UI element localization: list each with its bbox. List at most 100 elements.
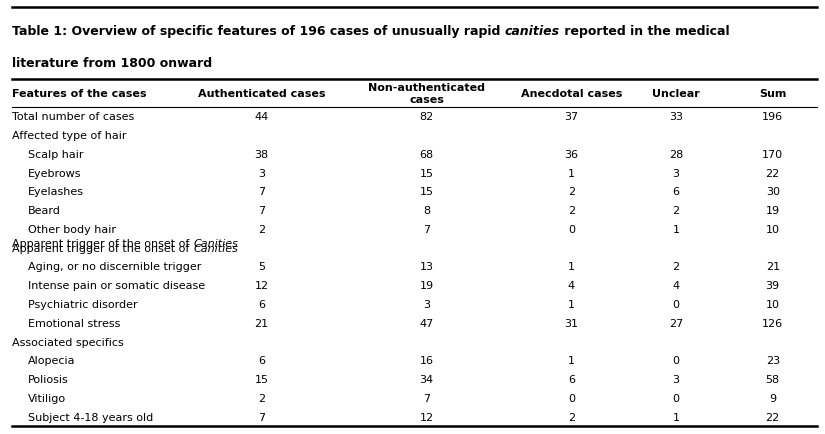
Text: 15: 15: [420, 187, 434, 197]
Text: 19: 19: [420, 281, 434, 291]
Text: 19: 19: [766, 206, 780, 216]
Text: 30: 30: [766, 187, 780, 197]
Text: 3: 3: [258, 168, 265, 178]
Text: 16: 16: [420, 355, 434, 365]
Text: Scalp hair: Scalp hair: [27, 150, 83, 160]
Text: 0: 0: [672, 299, 680, 309]
Text: 2: 2: [568, 206, 575, 216]
Text: 0: 0: [568, 393, 575, 403]
Text: 33: 33: [669, 112, 683, 122]
Text: Associated specifics: Associated specifics: [12, 337, 125, 347]
Text: 34: 34: [420, 374, 434, 384]
Text: 13: 13: [420, 262, 434, 272]
Text: 15: 15: [420, 168, 434, 178]
Text: 1: 1: [568, 299, 575, 309]
Text: Poliosis: Poliosis: [27, 374, 68, 384]
Text: 0: 0: [568, 224, 575, 234]
Text: Subject 4-18 years old: Subject 4-18 years old: [27, 412, 153, 422]
Text: 10: 10: [766, 299, 780, 309]
Text: Sum: Sum: [759, 89, 786, 99]
Text: 21: 21: [766, 262, 780, 272]
Text: Eyebrows: Eyebrows: [27, 168, 81, 178]
Text: 196: 196: [762, 112, 783, 122]
Text: 3: 3: [672, 374, 680, 384]
Text: literature from 1800 onward: literature from 1800 onward: [12, 57, 212, 70]
Text: Emotional stress: Emotional stress: [27, 318, 120, 328]
Text: 6: 6: [258, 355, 265, 365]
Text: 2: 2: [258, 393, 265, 403]
Text: 2: 2: [672, 206, 680, 216]
Text: 36: 36: [564, 150, 578, 160]
Text: Canities: Canities: [193, 243, 238, 253]
Text: 1: 1: [672, 224, 680, 234]
Text: 22: 22: [766, 412, 780, 422]
Text: Vitiligo: Vitiligo: [27, 393, 66, 403]
Text: 7: 7: [423, 224, 430, 234]
Text: 8: 8: [423, 206, 430, 216]
Text: Affected type of hair: Affected type of hair: [12, 131, 127, 141]
Text: 3: 3: [672, 168, 680, 178]
Text: 7: 7: [258, 412, 265, 422]
Text: 12: 12: [420, 412, 434, 422]
Text: 44: 44: [254, 112, 269, 122]
Text: 170: 170: [762, 150, 783, 160]
Text: 10: 10: [766, 224, 780, 234]
Text: Table 1: Overview of specific features of 196 cases of unusually rapid: Table 1: Overview of specific features o…: [12, 25, 505, 38]
Text: 22: 22: [766, 168, 780, 178]
Text: Psychiatric disorder: Psychiatric disorder: [27, 299, 137, 309]
Text: 2: 2: [568, 187, 575, 197]
Text: Intense pain or somatic disease: Intense pain or somatic disease: [27, 281, 205, 291]
Text: 5: 5: [258, 262, 265, 272]
Text: Canities: Canities: [193, 239, 238, 249]
Text: 0: 0: [672, 393, 680, 403]
Text: 31: 31: [564, 318, 578, 328]
Text: 82: 82: [419, 112, 434, 122]
Text: 0: 0: [672, 355, 680, 365]
Text: reported in the medical: reported in the medical: [560, 25, 729, 38]
Text: 7: 7: [258, 187, 265, 197]
Text: 1: 1: [568, 355, 575, 365]
Text: 28: 28: [669, 150, 683, 160]
Text: 2: 2: [568, 412, 575, 422]
Text: Features of the cases: Features of the cases: [12, 89, 147, 99]
Text: 21: 21: [254, 318, 269, 328]
Text: 3: 3: [423, 299, 430, 309]
Text: 12: 12: [254, 281, 269, 291]
Text: 126: 126: [762, 318, 783, 328]
Text: 6: 6: [258, 299, 265, 309]
Text: Eyelashes: Eyelashes: [27, 187, 83, 197]
Text: 58: 58: [766, 374, 780, 384]
Text: 6: 6: [672, 187, 680, 197]
Text: 1: 1: [568, 168, 575, 178]
Text: Apparent trigger of the onset of: Apparent trigger of the onset of: [12, 239, 193, 249]
Text: 39: 39: [766, 281, 780, 291]
Text: 2: 2: [258, 224, 265, 234]
Text: Apparent trigger of the onset of: Apparent trigger of the onset of: [12, 243, 193, 253]
Text: 4: 4: [672, 281, 680, 291]
Text: 47: 47: [419, 318, 434, 328]
Text: Non-authenticated
cases: Non-authenticated cases: [368, 83, 485, 105]
Text: Total number of cases: Total number of cases: [12, 112, 134, 122]
Text: Anecdotal cases: Anecdotal cases: [521, 89, 622, 99]
Text: 23: 23: [766, 355, 780, 365]
Text: Aging, or no discernible trigger: Aging, or no discernible trigger: [27, 262, 200, 272]
Text: 1: 1: [672, 412, 680, 422]
Text: 4: 4: [568, 281, 575, 291]
Text: 9: 9: [769, 393, 776, 403]
Text: canities: canities: [505, 25, 560, 38]
Text: 38: 38: [254, 150, 269, 160]
Text: 1: 1: [568, 262, 575, 272]
Text: 15: 15: [255, 374, 269, 384]
Text: Beard: Beard: [27, 206, 60, 216]
Text: Alopecia: Alopecia: [27, 355, 75, 365]
Text: 27: 27: [669, 318, 683, 328]
Text: 37: 37: [564, 112, 578, 122]
Text: 7: 7: [423, 393, 430, 403]
Text: 7: 7: [258, 206, 265, 216]
Text: 68: 68: [420, 150, 434, 160]
Text: 2: 2: [672, 262, 680, 272]
Text: Other body hair: Other body hair: [27, 224, 116, 234]
Text: Authenticated cases: Authenticated cases: [198, 89, 325, 99]
Text: 6: 6: [568, 374, 575, 384]
Text: Unclear: Unclear: [653, 89, 700, 99]
